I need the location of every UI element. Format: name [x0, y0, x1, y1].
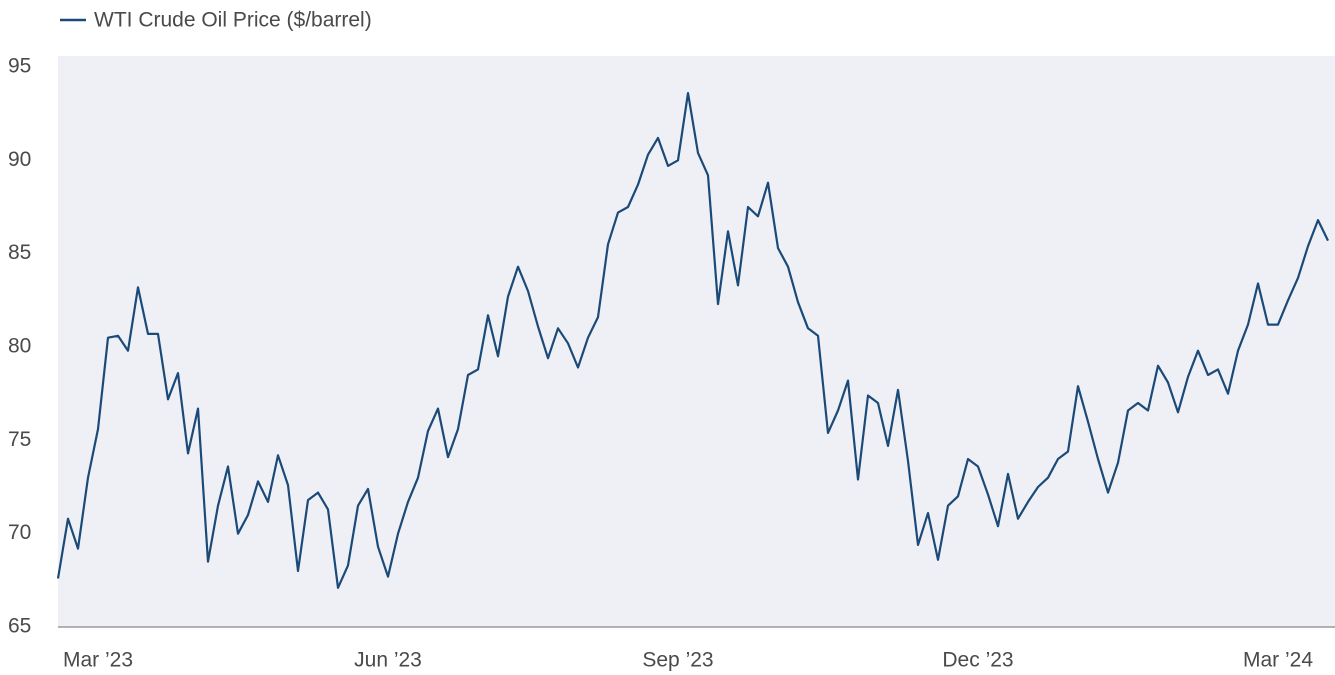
x-tick-label: Sep ’23 [642, 649, 713, 672]
plot-background [58, 56, 1335, 627]
y-tick-label: 90 [8, 148, 31, 171]
x-tick-label: Dec ’23 [942, 649, 1013, 672]
y-tick-label: 75 [8, 428, 31, 451]
x-tick-label: Mar ’23 [63, 649, 133, 672]
y-tick-label: 70 [8, 521, 31, 544]
y-tick-label: 80 [8, 335, 31, 358]
y-tick-label: 65 [8, 615, 31, 638]
x-tick-label: Jun ’23 [354, 649, 422, 672]
x-tick-label: Mar ’24 [1243, 649, 1313, 672]
y-tick-label: 85 [8, 241, 31, 264]
y-tick-label: 95 [8, 55, 31, 78]
legend-label: WTI Crude Oil Price ($/barrel) [94, 9, 372, 32]
data-line [56, 92, 1329, 589]
